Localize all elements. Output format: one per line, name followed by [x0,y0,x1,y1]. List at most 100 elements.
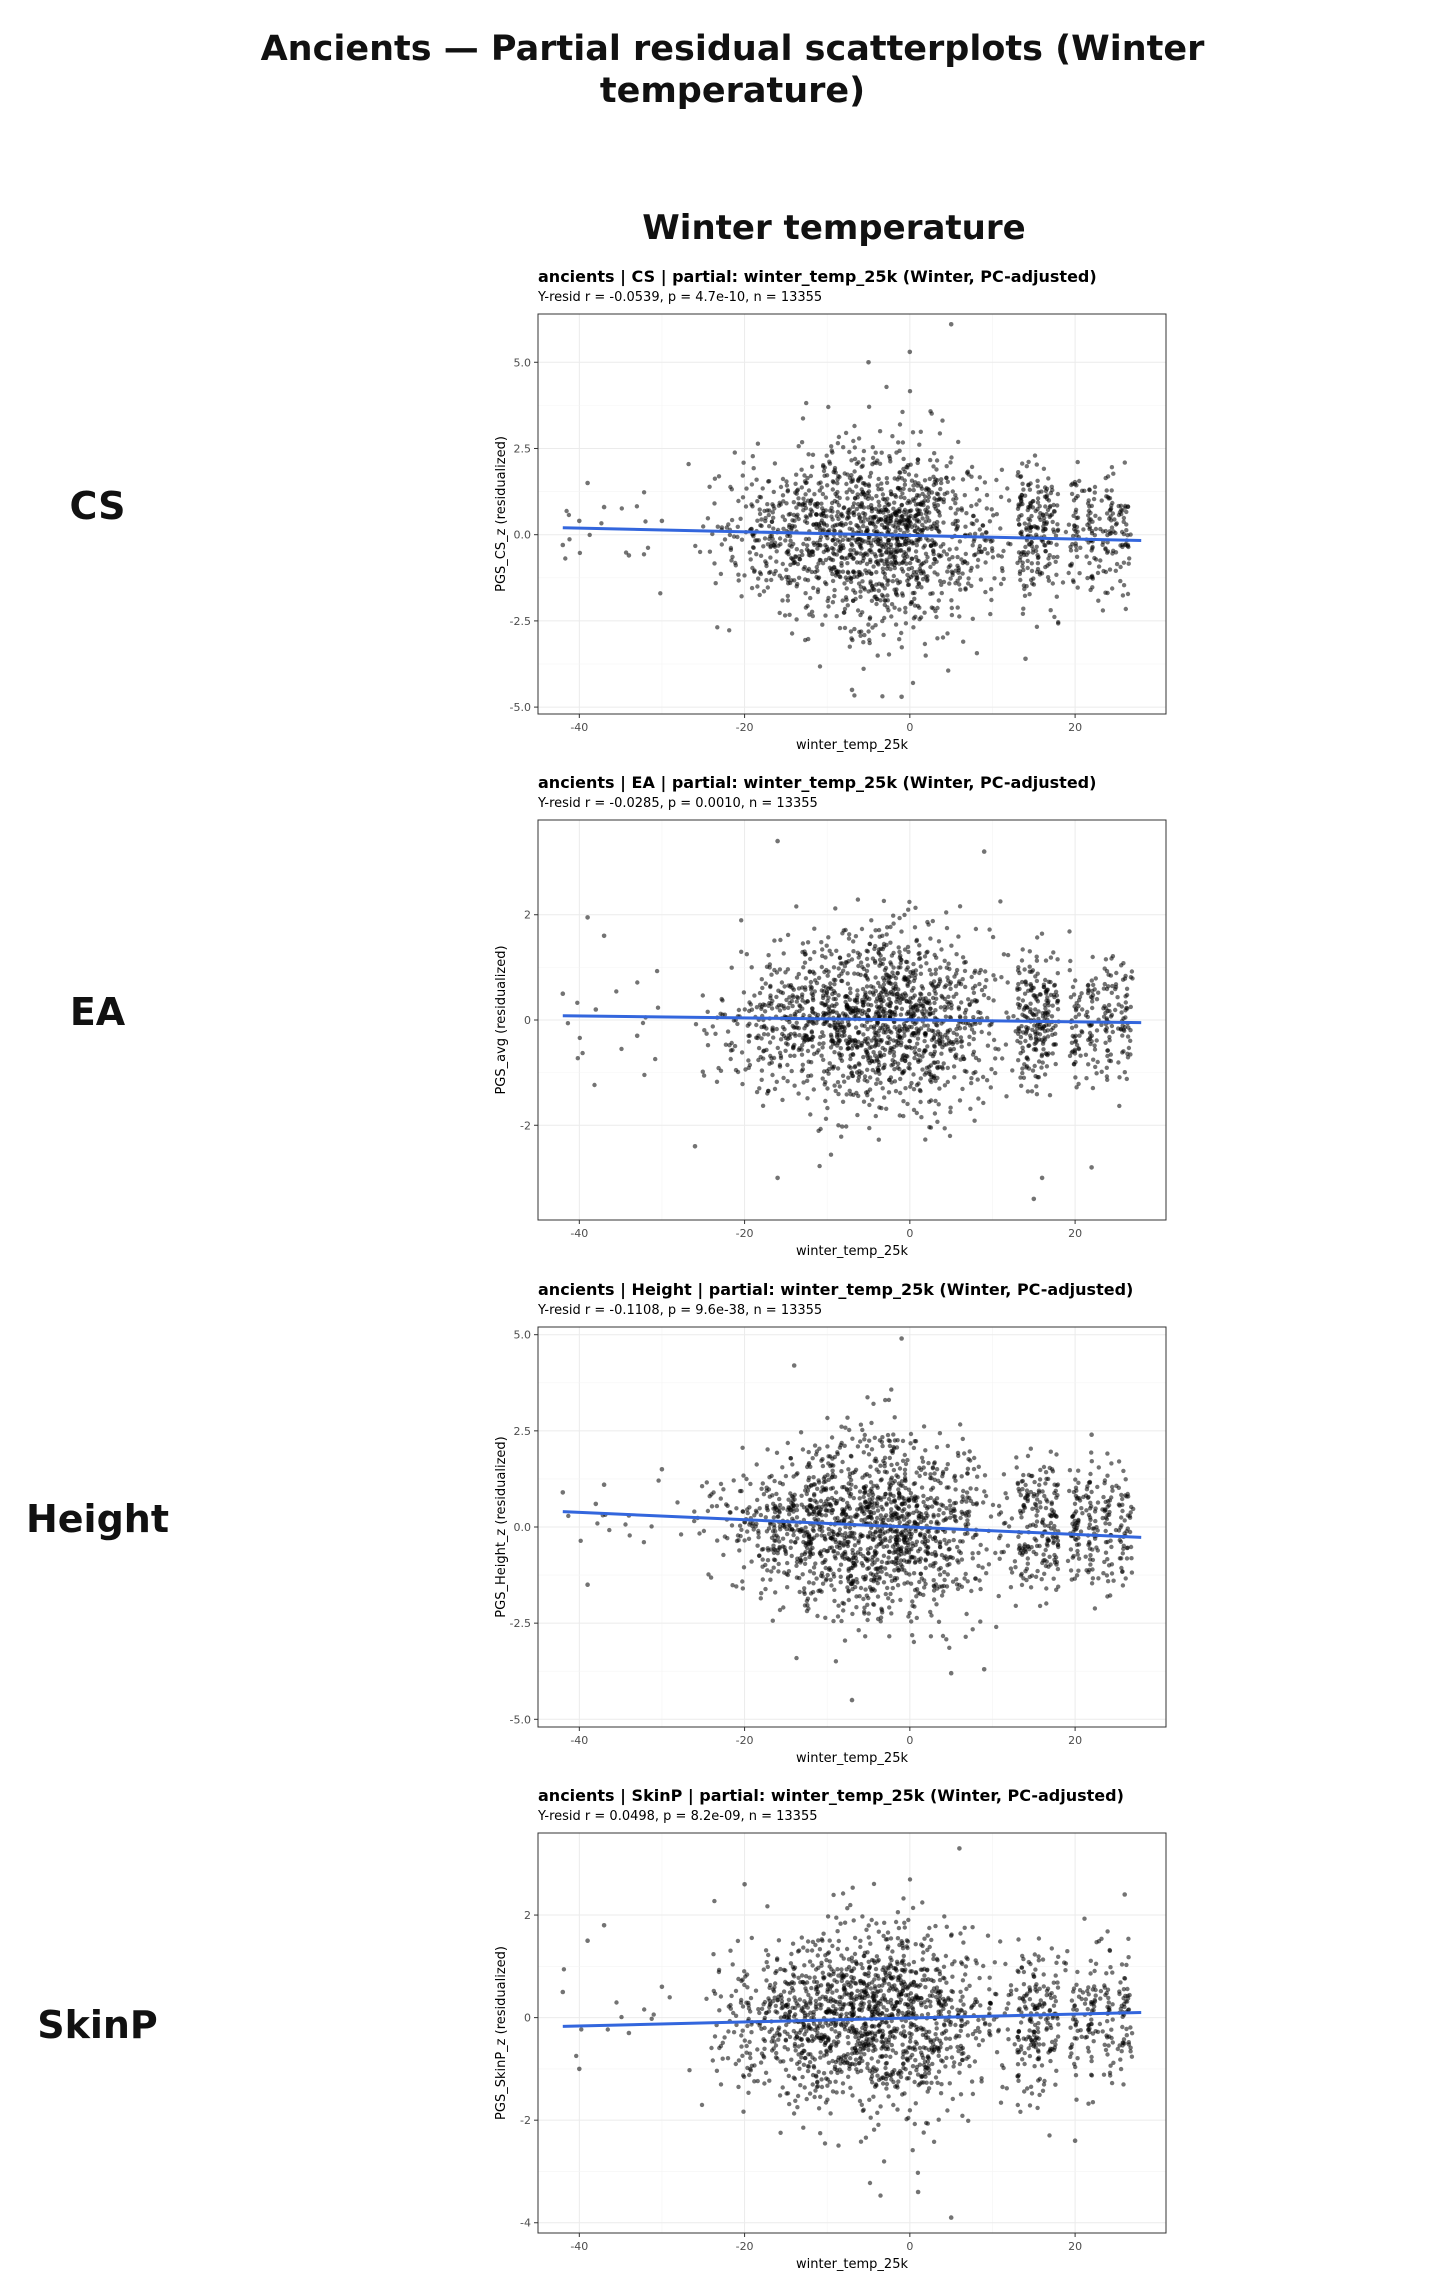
scatter-point [1098,527,1102,531]
scatter-point-outlier [982,849,987,854]
scatter-point [890,1599,894,1603]
scatter-point [727,628,731,632]
scatter-point [738,517,742,521]
scatter-point [894,1000,898,1004]
scatter-point [880,1560,884,1564]
scatter-point [712,561,716,565]
scatter-point [866,622,870,626]
scatter-point [564,509,568,513]
scatter-point [741,495,745,499]
scatter-point [1084,1508,1088,1512]
scatter-point [943,985,947,989]
scatter-point [884,508,888,512]
scatter-point [830,992,834,996]
scatter-point [1046,575,1050,579]
scatter-point [993,1056,997,1060]
scatter-point [764,564,768,568]
scatter-point [806,940,810,944]
scatter-point [841,1074,845,1078]
scatter-point [795,1515,799,1519]
scatter-point [915,558,919,562]
scatter-point [939,583,943,587]
scatter-point [974,1056,978,1060]
scatter-point [917,617,921,621]
scatter-point [854,1605,858,1609]
scatter-point [1069,483,1073,487]
scatter-point [871,985,875,989]
scatter-point [845,561,849,565]
scatter-point [803,985,807,989]
scatter-point [845,1047,849,1051]
scatter-point [939,481,943,485]
scatter-point [794,904,798,908]
scatter-point [933,972,937,976]
scatter-point [724,1043,728,1047]
scatter-point [1038,511,1042,515]
scatter-point [720,542,724,546]
scatter-point [938,496,942,500]
scatter-point [741,473,745,477]
scatter-point [1068,545,1072,549]
scatter-point [774,569,778,573]
scatter-point [920,487,924,491]
scatter-point [768,545,772,549]
scatter-point [923,478,927,482]
scatter-point [820,947,824,951]
scatter-point [809,474,813,478]
scatter-point [1051,950,1055,954]
scatter-point [786,1042,790,1046]
scatter-point [774,1492,778,1496]
scatter-point [765,502,769,506]
scatter-point [1081,1495,1085,1499]
scatter-point [794,1564,798,1568]
scatter-point [813,978,817,982]
scatter-point [985,1078,989,1082]
scatter-point [804,481,808,485]
scatter-point [1051,520,1055,524]
scatter-point [745,952,749,956]
scatter-point [1015,986,1019,990]
scatter-point [825,1106,829,1110]
scatter-point [1006,980,1010,984]
scatter-point [874,602,878,606]
scatter-point [917,1048,921,1052]
scatter-point [792,1025,796,1029]
scatter-point [755,1498,759,1502]
scatter-point [1122,583,1126,587]
scatter-point [1115,521,1119,525]
scatter-point [831,579,835,583]
scatter-point [1068,968,1072,972]
scatter-point [599,521,603,525]
scatter-point [840,555,844,559]
scatter-point [911,1072,915,1076]
scatter-point [788,1036,792,1040]
scatter-point [778,574,782,578]
scatter-point [823,580,827,584]
scatter-point [1093,533,1097,537]
scatter-point [806,1049,810,1053]
scatter-point [866,541,870,545]
scatter-point [738,1524,742,1528]
scatter-point [1087,488,1091,492]
scatter-point [887,1041,891,1045]
scatter-point [792,519,796,523]
scatter-point [817,976,821,980]
scatter-point [749,1002,753,1006]
scatter-point [844,482,848,486]
scatter-point [934,956,938,960]
scatter-point [1107,1003,1111,1007]
scatter-point [882,957,886,961]
scatter-point [829,506,833,510]
scatter-point [1016,982,1020,986]
scatter-point [744,504,748,508]
scatter-chart: ancients | CS | partial: winter_temp_25k… [490,262,1180,762]
scatter-point [875,1558,879,1562]
scatter-point [786,575,790,579]
scatter-point [936,492,940,496]
scatter-point [1023,545,1027,549]
scatter-point [758,593,762,597]
scatter-point [1026,460,1030,464]
scatter-point [1128,1039,1132,1043]
scatter-point [881,1086,885,1090]
scatter-point [1037,1483,1041,1487]
